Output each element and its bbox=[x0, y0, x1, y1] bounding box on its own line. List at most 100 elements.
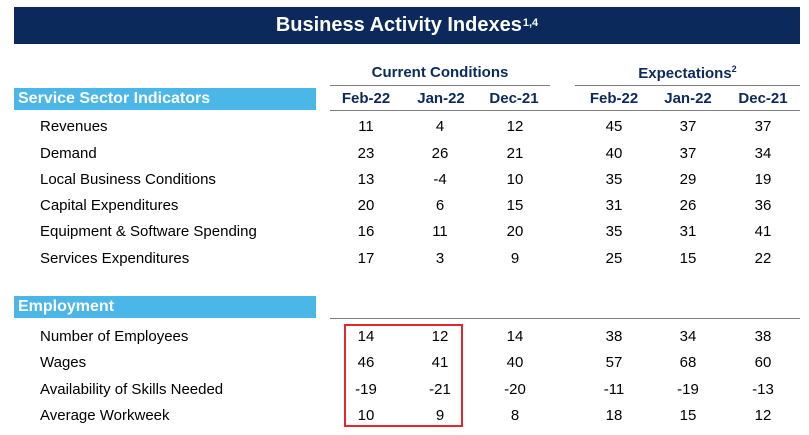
table-cell: 17 bbox=[357, 250, 375, 267]
page-title: Business Activity Indexes bbox=[275, 14, 522, 36]
table-cell: 3 bbox=[435, 250, 445, 267]
table-row: Number of Employees 14 12 14 38 34 38 bbox=[0, 324, 809, 350]
table-cell: 38 bbox=[754, 328, 772, 345]
table-cell: 9 bbox=[510, 250, 520, 267]
table-cell: 31 bbox=[605, 197, 623, 214]
table-cell: 41 bbox=[431, 354, 449, 371]
table-cell: -11 bbox=[603, 381, 625, 398]
table-cell: 19 bbox=[754, 171, 772, 188]
group-expect-label: Expectations bbox=[638, 65, 732, 82]
table-row: Local Business Conditions 13 -4 10 35 29… bbox=[0, 167, 809, 193]
table-cell: 31 bbox=[679, 223, 697, 240]
page-title-bar: Business Activity Indexes 1,4 bbox=[14, 7, 800, 44]
table-cell: 6 bbox=[435, 197, 445, 214]
table-cell: 46 bbox=[357, 354, 375, 371]
table-cell: 25 bbox=[605, 250, 623, 267]
table-cell: 11 bbox=[358, 118, 374, 135]
row-label: Wages bbox=[40, 354, 87, 371]
table-cell: -20 bbox=[504, 381, 526, 398]
table-cell: 12 bbox=[754, 407, 772, 424]
table-cell: 12 bbox=[431, 328, 449, 345]
table-cell: 35 bbox=[605, 223, 623, 240]
row-label: Local Business Conditions bbox=[40, 171, 216, 188]
row-label: Number of Employees bbox=[40, 328, 189, 345]
table-row: Wages 46 41 40 57 68 60 bbox=[0, 350, 809, 376]
table-cell: 37 bbox=[679, 145, 697, 162]
group-expect-footnote: 2 bbox=[731, 64, 737, 74]
group-current-underline bbox=[330, 85, 550, 86]
row-label: Services Expenditures bbox=[40, 250, 190, 267]
table-cell: 36 bbox=[754, 197, 772, 214]
table-row: Average Workweek 10 9 8 18 15 12 bbox=[0, 403, 809, 429]
table-cell: 40 bbox=[605, 145, 623, 162]
table-cell: 34 bbox=[679, 328, 697, 345]
table-row: Equipment & Software Spending 16 11 20 3… bbox=[0, 219, 809, 245]
row-label: Availability of Skills Needed bbox=[40, 381, 224, 398]
table-cell: 12 bbox=[506, 118, 524, 135]
table-cell: 14 bbox=[506, 328, 524, 345]
table-cell: 4 bbox=[435, 118, 445, 135]
table-cell: 14 bbox=[357, 328, 375, 345]
table-cell: 13 bbox=[357, 171, 375, 188]
highlight-box bbox=[344, 324, 463, 427]
table-cell: 23 bbox=[357, 145, 375, 162]
section-header-service: Service Sector Indicators bbox=[14, 88, 316, 110]
table-cell: 20 bbox=[506, 223, 524, 240]
table-cell: -19 bbox=[355, 381, 377, 398]
table-cell: 22 bbox=[754, 250, 772, 267]
table-cell: 40 bbox=[506, 354, 524, 371]
row-label: Demand bbox=[40, 145, 97, 162]
table-cell: 41 bbox=[754, 223, 772, 240]
table-cell: -4 bbox=[433, 171, 447, 188]
table-cell: 29 bbox=[679, 171, 697, 188]
table-cell: -13 bbox=[752, 381, 774, 398]
table-cell: 15 bbox=[506, 197, 524, 214]
table-cell: 38 bbox=[605, 328, 623, 345]
table-cell: 15 bbox=[679, 250, 697, 267]
col-header-expect-dec21: Dec-21 bbox=[738, 90, 788, 107]
table-row: Services Expenditures 17 3 9 25 15 22 bbox=[0, 246, 809, 272]
header-underline bbox=[330, 110, 800, 111]
title-footnote: 1,4 bbox=[522, 16, 539, 29]
table-cell: 57 bbox=[605, 354, 623, 371]
table-cell: 37 bbox=[679, 118, 697, 135]
row-label: Equipment & Software Spending bbox=[40, 223, 257, 240]
table-cell: 35 bbox=[605, 171, 623, 188]
table-cell: -19 bbox=[677, 381, 699, 398]
table-cell: 18 bbox=[605, 407, 623, 424]
group-current-conditions: Current Conditions bbox=[330, 64, 550, 81]
row-label: Revenues bbox=[40, 118, 108, 135]
col-header-current-dec21: Dec-21 bbox=[489, 90, 539, 107]
table-cell: 8 bbox=[510, 407, 520, 424]
table-cell: 45 bbox=[605, 118, 623, 135]
section-header-employment: Employment bbox=[14, 296, 316, 318]
table-cell: 26 bbox=[679, 197, 697, 214]
employment-underline bbox=[330, 318, 800, 319]
table-cell: 26 bbox=[431, 145, 449, 162]
row-label: Capital Expenditures bbox=[40, 197, 179, 214]
group-current-label: Current Conditions bbox=[371, 64, 509, 81]
table-cell: 21 bbox=[506, 145, 524, 162]
table-cell: 9 bbox=[435, 407, 445, 424]
table-cell: 15 bbox=[679, 407, 697, 424]
table-cell: -21 bbox=[429, 381, 451, 398]
table-cell: 10 bbox=[506, 171, 524, 188]
table-row: Availability of Skills Needed -19 -21 -2… bbox=[0, 377, 809, 403]
table-cell: 60 bbox=[754, 354, 772, 371]
table-cell: 10 bbox=[357, 407, 375, 424]
table-cell: 20 bbox=[357, 197, 375, 214]
row-label: Average Workweek bbox=[40, 407, 170, 424]
table-row: Capital Expenditures 20 6 15 31 26 36 bbox=[0, 193, 809, 219]
table-cell: 34 bbox=[754, 145, 772, 162]
table-cell: 11 bbox=[432, 223, 448, 240]
group-expectations: Expectations2 bbox=[575, 64, 800, 82]
col-header-expect-jan22: Jan-22 bbox=[664, 90, 712, 107]
group-expect-underline bbox=[575, 85, 800, 86]
table-row: Revenues 11 4 12 45 37 37 bbox=[0, 114, 809, 140]
col-header-current-feb22: Feb-22 bbox=[341, 90, 391, 107]
table-row: Demand 23 26 21 40 37 34 bbox=[0, 141, 809, 167]
col-header-current-jan22: Jan-22 bbox=[417, 90, 465, 107]
col-header-expect-feb22: Feb-22 bbox=[589, 90, 639, 107]
table-cell: 16 bbox=[357, 223, 375, 240]
table-cell: 68 bbox=[679, 354, 697, 371]
